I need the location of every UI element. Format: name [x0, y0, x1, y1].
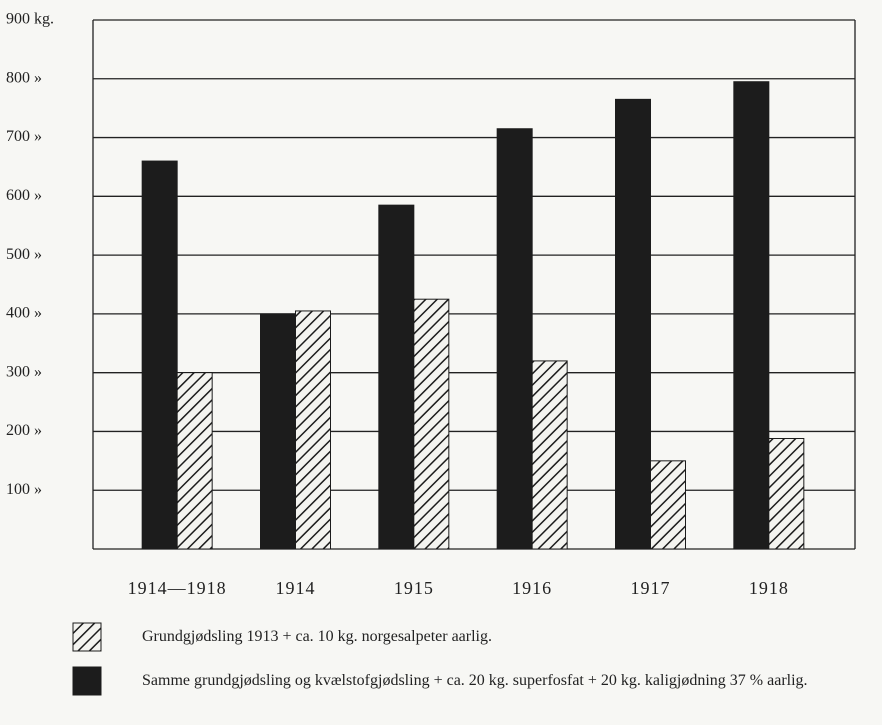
y-tick-label: 500 »	[6, 246, 42, 263]
bar	[531, 360, 568, 550]
legend-swatch	[72, 666, 102, 696]
bar	[413, 298, 450, 550]
bar	[650, 460, 686, 550]
legend-entry: Samme grundgjødsling og kvælstofgjødslin…	[60, 666, 860, 696]
y-tick-label: 100 »	[6, 481, 42, 498]
y-tick-label: 700 »	[6, 128, 42, 145]
bar	[496, 128, 533, 550]
y-tick-label: 600 »	[6, 187, 42, 204]
bar	[615, 98, 651, 550]
x-tick-label: 1918	[749, 578, 789, 598]
x-tick-label: 1916	[512, 578, 552, 598]
y-tick-label: 400 »	[6, 305, 42, 322]
x-tick-label: 1915	[394, 578, 434, 598]
y-tick-label: 300 »	[6, 363, 42, 380]
legend-swatch-rect	[72, 666, 102, 696]
y-tick-label: 900 kg.	[6, 11, 54, 28]
bar	[176, 372, 213, 550]
y-tick-label: 800 »	[6, 69, 42, 86]
bar	[378, 204, 415, 550]
legend-label: Grundgjødsling 1913 + ca. 10 kg. norgesa…	[142, 628, 492, 645]
bar	[141, 160, 178, 550]
bar	[295, 310, 331, 550]
x-tick-label: 1914—1918	[128, 578, 227, 598]
x-tick-label: 1917	[631, 578, 671, 598]
bar	[733, 81, 770, 550]
legend-entry: Grundgjødsling 1913 + ca. 10 kg. norgesa…	[60, 622, 860, 652]
chart: 100 » 200 » 300 » 400 » 500 » 600 » 700 » 800 »…	[6, 11, 856, 598]
bar	[260, 313, 296, 550]
legend: Grundgjødsling 1913 + ca. 10 kg. norgesa…	[60, 622, 860, 710]
legend-label: Samme grundgjødsling og kvælstofgjødslin…	[142, 672, 808, 689]
bar	[768, 437, 805, 550]
legend-swatch	[72, 622, 102, 652]
x-tick-label: 1914	[276, 578, 316, 598]
legend-swatch-rect	[72, 622, 102, 652]
y-tick-label: 200 »	[6, 422, 42, 439]
